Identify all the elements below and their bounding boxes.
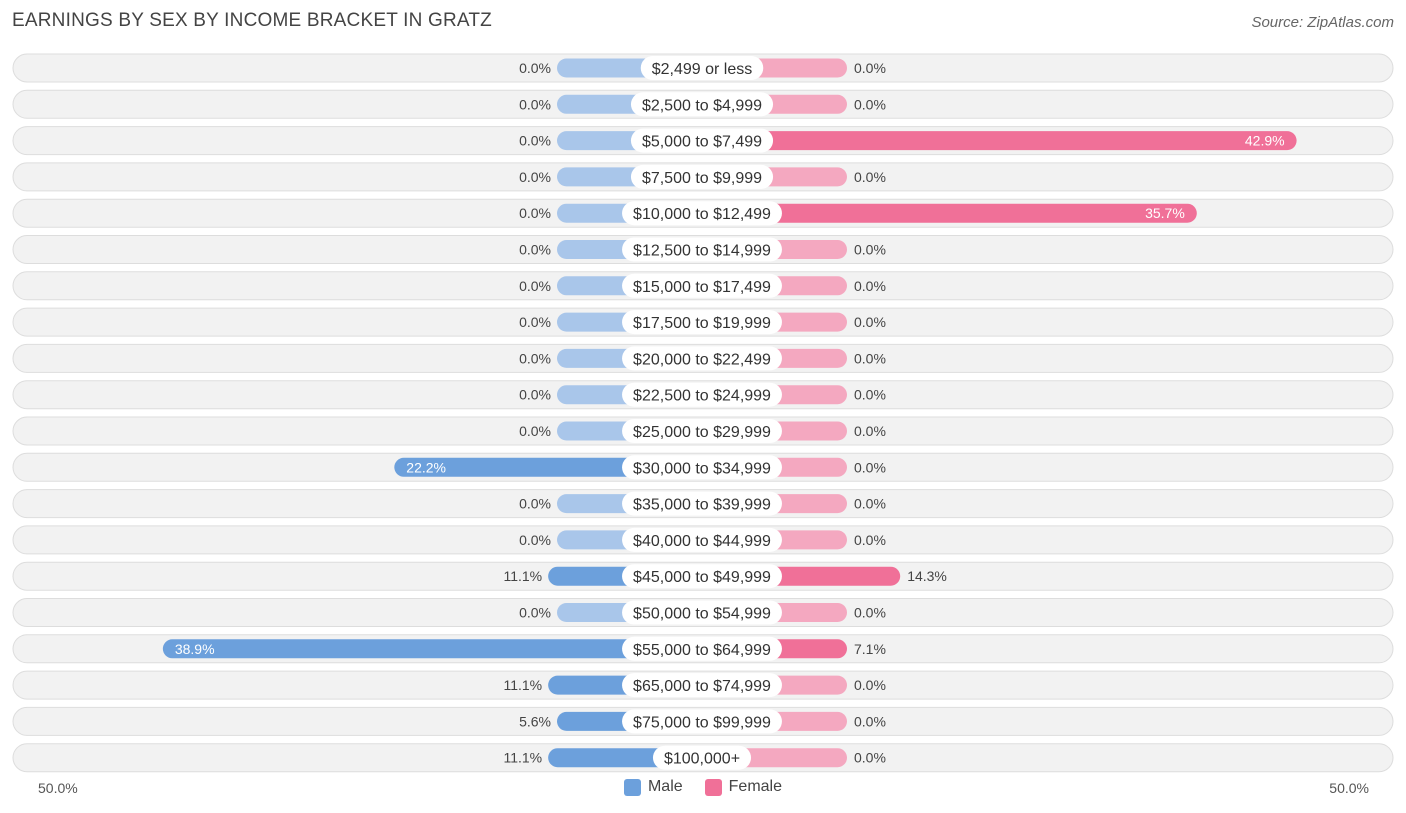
female-value-label: 0.0%	[854, 496, 886, 512]
category-label: $40,000 to $44,999	[633, 533, 771, 550]
legend: Male Female	[0, 778, 1406, 796]
female-value-label: 7.1%	[854, 641, 886, 657]
category-label: $20,000 to $22,499	[633, 351, 771, 368]
legend-item-female[interactable]: Female	[704, 778, 783, 796]
female-value-label: 0.0%	[854, 605, 886, 621]
category-label-pill	[622, 709, 782, 734]
category-label: $45,000 to $49,999	[633, 569, 771, 586]
category-label: $7,500 to $9,999	[642, 170, 762, 187]
male-value-label: 0.0%	[519, 496, 551, 512]
male-value-label: 0.0%	[519, 314, 551, 330]
female-value-label: 14.3%	[907, 568, 947, 584]
category-label: $35,000 to $39,999	[633, 497, 771, 514]
category-label: $2,499 or less	[652, 61, 753, 78]
category-label-pill	[622, 564, 782, 589]
female-value-label: 0.0%	[854, 242, 886, 258]
male-value-label: 0.0%	[519, 96, 551, 112]
category-label-pill	[622, 491, 782, 516]
category-label-pill	[622, 527, 782, 552]
category-label-pill	[622, 455, 782, 480]
category-label-pill	[622, 237, 782, 262]
category-label-pill	[622, 346, 782, 371]
category-label: $17,500 to $19,999	[633, 315, 771, 332]
male-value-label: 0.0%	[519, 242, 551, 258]
category-label-pill	[622, 419, 782, 443]
legend-label-female: Female	[728, 778, 783, 795]
male-value-label: 5.6%	[519, 713, 551, 729]
male-value-label: 0.0%	[519, 205, 551, 221]
male-value-label: 0.0%	[519, 605, 551, 621]
category-label: $65,000 to $74,999	[633, 678, 771, 695]
category-label-pill	[622, 273, 782, 298]
male-value-label: 0.0%	[519, 133, 551, 149]
female-value-label: 0.0%	[854, 314, 886, 330]
female-value-label: 0.0%	[854, 677, 886, 693]
legend-swatch-male	[623, 778, 641, 796]
female-value-label: 0.0%	[854, 60, 886, 76]
category-label: $25,000 to $29,999	[633, 424, 771, 441]
category-label-pill	[630, 128, 774, 153]
female-value-label: 0.0%	[854, 423, 886, 439]
legend-swatch-female	[704, 778, 722, 796]
female-value-label: 0.0%	[854, 459, 886, 475]
category-label: $15,000 to $17,499	[633, 279, 771, 296]
female-value-label: 0.0%	[854, 713, 886, 729]
male-bar	[162, 639, 702, 659]
category-label-pill	[622, 673, 782, 698]
male-value-label: 0.0%	[519, 169, 551, 185]
legend-label-male: Male	[647, 778, 683, 795]
male-value-label: 0.0%	[519, 387, 551, 403]
male-value-label: 11.1%	[503, 677, 542, 693]
male-value-label: 0.0%	[519, 423, 551, 439]
female-value-label: 35.7%	[1145, 205, 1185, 221]
male-value-label: 11.1%	[503, 750, 542, 766]
category-label-pill	[630, 92, 774, 117]
category-label: $55,000 to $64,999	[633, 642, 771, 659]
category-label-pill	[622, 310, 782, 335]
category-label: $10,000 to $12,499	[633, 206, 771, 223]
male-value-label: 0.0%	[519, 532, 551, 548]
category-label: $12,500 to $14,999	[633, 243, 771, 260]
category-label-pill	[622, 636, 782, 661]
female-bar	[702, 203, 1197, 223]
category-label: $50,000 to $54,999	[633, 606, 771, 623]
male-value-label: 0.0%	[519, 350, 551, 366]
category-label-pill	[652, 745, 752, 770]
female-value-label: 0.0%	[854, 532, 886, 548]
female-value-label: 42.9%	[1245, 133, 1285, 149]
category-label: $30,000 to $34,999	[633, 460, 771, 477]
male-value-label: 0.0%	[519, 60, 551, 76]
category-label-pill	[622, 382, 782, 407]
source-note: Source: ZipAtlas.com	[1251, 14, 1394, 31]
female-value-label: 0.0%	[854, 278, 886, 294]
female-value-label: 0.0%	[854, 169, 886, 185]
male-value-label: 0.0%	[519, 278, 551, 294]
chart-title: EARNINGS BY SEX BY INCOME BRACKET IN GRA…	[12, 10, 492, 31]
category-label: $2,500 to $4,999	[642, 97, 762, 114]
male-value-label: 11.1%	[503, 568, 542, 584]
female-value-label: 0.0%	[854, 350, 886, 366]
female-bar	[702, 131, 1297, 151]
category-label-pill	[640, 56, 764, 80]
male-value-label: 22.2%	[406, 459, 446, 475]
category-label: $22,500 to $24,999	[633, 388, 771, 405]
axis-max-label: 50.0%	[1329, 780, 1369, 796]
legend-item-male[interactable]: Male	[623, 778, 683, 796]
axis-min-label: 50.0%	[38, 780, 78, 796]
category-label: $5,000 to $7,499	[642, 134, 762, 151]
female-value-label: 0.0%	[854, 750, 886, 766]
female-value-label: 0.0%	[854, 96, 886, 112]
category-label: $100,000+	[664, 751, 740, 768]
male-value-label: 38.9%	[175, 641, 215, 657]
category-label-pill	[622, 600, 782, 625]
female-value-label: 0.0%	[854, 387, 886, 403]
category-label: $75,000 to $99,999	[633, 714, 771, 731]
category-label-pill	[630, 164, 774, 189]
category-label-pill	[622, 201, 782, 226]
